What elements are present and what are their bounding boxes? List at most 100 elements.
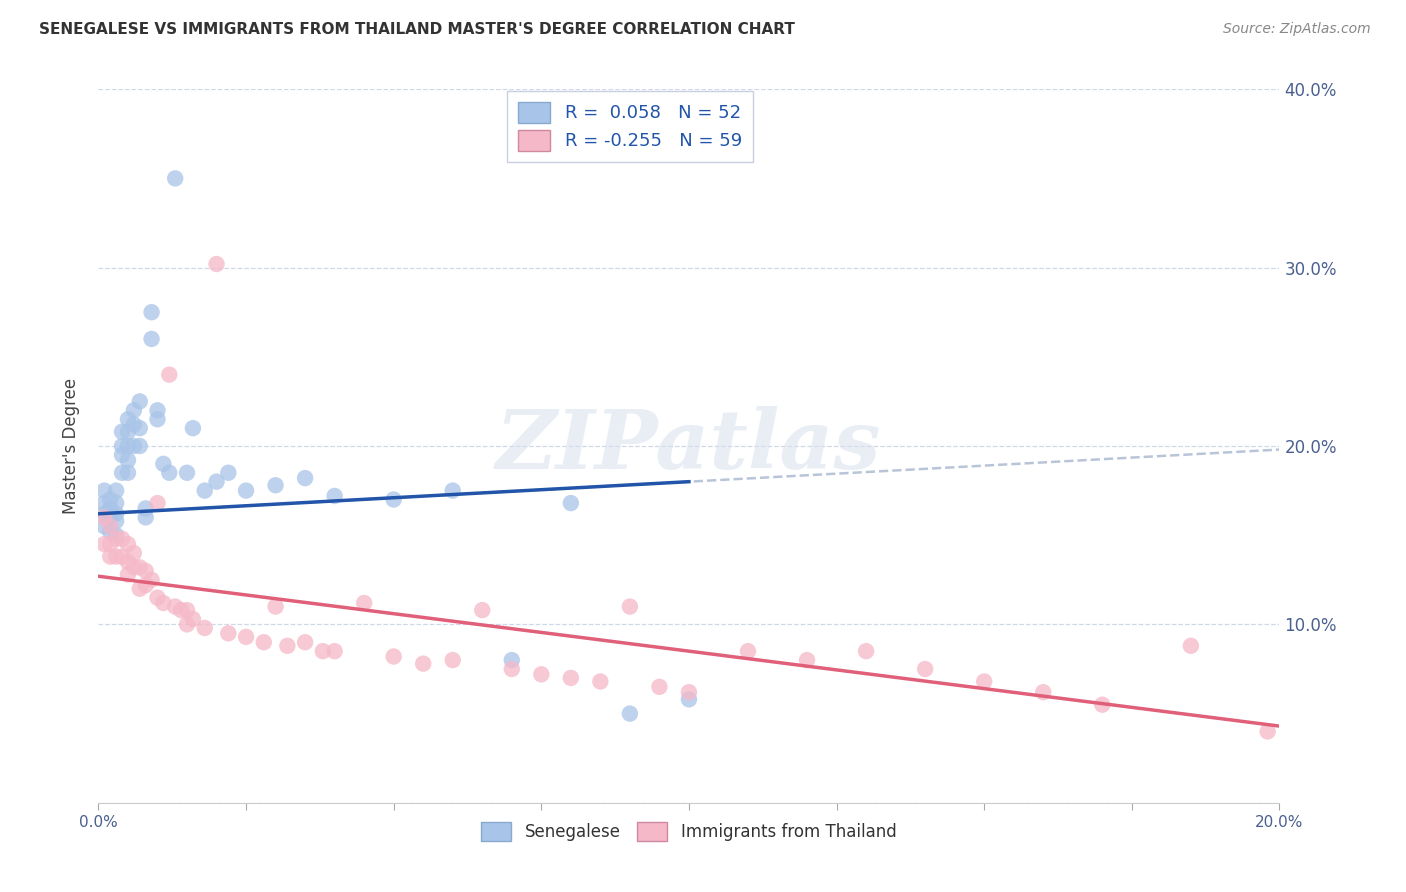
Point xyxy=(973,674,995,689)
Point xyxy=(111,448,134,462)
Point xyxy=(471,603,494,617)
Point xyxy=(1180,639,1202,653)
Point xyxy=(111,466,134,480)
Point xyxy=(135,578,157,592)
Point xyxy=(105,549,128,564)
Text: Source: ZipAtlas.com: Source: ZipAtlas.com xyxy=(1223,22,1371,37)
Point xyxy=(141,573,163,587)
Point xyxy=(323,489,346,503)
Point xyxy=(253,635,276,649)
Point xyxy=(678,692,700,706)
Point xyxy=(1032,685,1054,699)
Point xyxy=(235,630,257,644)
Point xyxy=(353,596,375,610)
Point xyxy=(111,549,134,564)
Point xyxy=(165,599,187,614)
Point xyxy=(589,674,612,689)
Point xyxy=(122,417,145,432)
Point xyxy=(111,439,134,453)
Point xyxy=(93,519,115,533)
Point xyxy=(128,439,150,453)
Point xyxy=(157,466,180,480)
Point xyxy=(170,603,193,617)
Point xyxy=(105,514,128,528)
Point xyxy=(796,653,818,667)
Point xyxy=(294,471,316,485)
Point xyxy=(141,332,163,346)
Point xyxy=(530,667,553,681)
Point xyxy=(194,483,217,498)
Point xyxy=(737,644,759,658)
Point xyxy=(122,439,145,453)
Point xyxy=(105,496,128,510)
Point xyxy=(157,368,180,382)
Point xyxy=(128,421,150,435)
Point xyxy=(117,537,139,551)
Point xyxy=(128,560,150,574)
Point xyxy=(105,483,128,498)
Point xyxy=(93,537,115,551)
Point xyxy=(146,412,169,426)
Point xyxy=(312,644,335,658)
Point xyxy=(619,599,641,614)
Point xyxy=(648,680,671,694)
Point xyxy=(117,567,139,582)
Point xyxy=(122,560,145,574)
Point xyxy=(98,524,121,539)
Point xyxy=(441,483,464,498)
Point xyxy=(217,626,239,640)
Point xyxy=(141,305,163,319)
Point xyxy=(98,549,121,564)
Point xyxy=(93,510,115,524)
Point xyxy=(323,644,346,658)
Point xyxy=(128,582,150,596)
Point xyxy=(560,671,582,685)
Point xyxy=(128,394,150,409)
Point xyxy=(441,653,464,667)
Point xyxy=(105,528,128,542)
Point xyxy=(501,653,523,667)
Point xyxy=(165,171,187,186)
Point xyxy=(205,475,228,489)
Point xyxy=(235,483,257,498)
Point xyxy=(217,466,239,480)
Point xyxy=(412,657,434,671)
Point xyxy=(117,412,139,426)
Point xyxy=(501,662,523,676)
Point xyxy=(294,635,316,649)
Point xyxy=(619,706,641,721)
Point xyxy=(146,591,169,605)
Point xyxy=(194,621,217,635)
Point xyxy=(1257,724,1279,739)
Text: SENEGALESE VS IMMIGRANTS FROM THAILAND MASTER'S DEGREE CORRELATION CHART: SENEGALESE VS IMMIGRANTS FROM THAILAND M… xyxy=(39,22,796,37)
Point xyxy=(93,496,115,510)
Legend: Senegalese, Immigrants from Thailand: Senegalese, Immigrants from Thailand xyxy=(475,815,903,848)
Point xyxy=(1091,698,1114,712)
Point xyxy=(105,507,128,521)
Point xyxy=(122,403,145,417)
Point xyxy=(135,564,157,578)
Point xyxy=(117,453,139,467)
Point xyxy=(117,466,139,480)
Point xyxy=(181,612,204,626)
Point xyxy=(264,599,287,614)
Point xyxy=(98,537,121,551)
Point xyxy=(276,639,298,653)
Point xyxy=(176,617,198,632)
Point xyxy=(98,501,121,516)
Point xyxy=(105,532,128,546)
Point xyxy=(914,662,936,676)
Point xyxy=(122,546,145,560)
Point xyxy=(117,425,139,439)
Point xyxy=(560,496,582,510)
Point xyxy=(181,421,204,435)
Point xyxy=(382,492,405,507)
Point xyxy=(146,496,169,510)
Point xyxy=(146,403,169,417)
Point xyxy=(117,439,139,453)
Point xyxy=(678,685,700,699)
Point xyxy=(98,492,121,507)
Point xyxy=(111,532,134,546)
Text: ZIPatlas: ZIPatlas xyxy=(496,406,882,486)
Point xyxy=(264,478,287,492)
